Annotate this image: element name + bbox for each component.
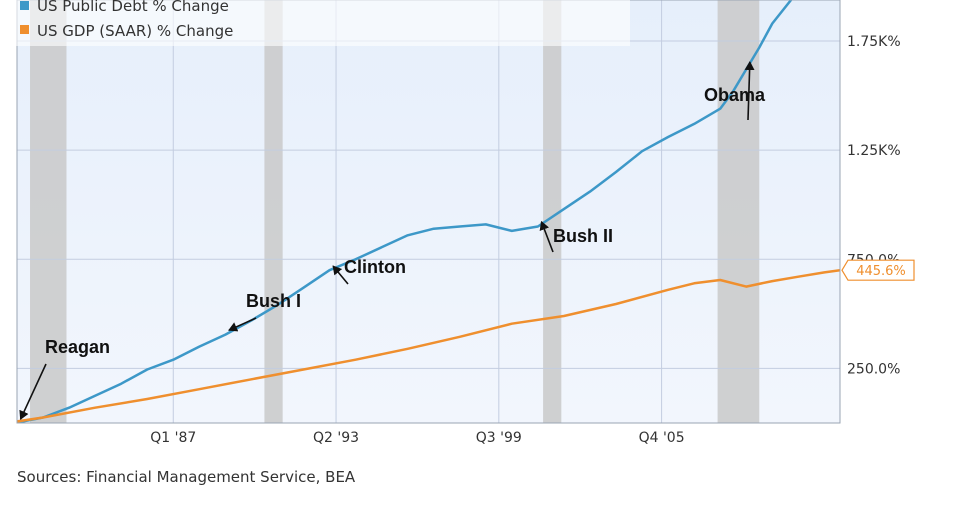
recession-band (717, 0, 760, 423)
plot-border (16, 0, 841, 424)
end-value-flag-gdp: 445.6% (841, 259, 915, 281)
annotation-bush-ii: Bush II (539, 220, 613, 253)
legend-swatch-debt (20, 1, 29, 10)
annotation-reagan: Reagan (19, 337, 110, 420)
x-tick-label: Q1 '87 (150, 430, 196, 446)
recession-band (264, 0, 283, 423)
series-line-gdp (17, 268, 840, 423)
series-line-debt (17, 0, 793, 423)
legend-background (8, 0, 630, 46)
plot-area (17, 0, 840, 423)
annotation-arrow (332, 265, 349, 285)
y-tick-label: 250.0% (847, 361, 900, 377)
legend-swatch-gdp (20, 25, 29, 34)
annotation-obama: Obama (704, 61, 766, 121)
annotation-arrow (228, 317, 257, 332)
annotation-arrow (744, 61, 755, 121)
flag-shape (841, 259, 915, 281)
legend-label-gdp: US GDP (SAAR) % Change (37, 22, 233, 40)
x-tick-label: Q2 '93 (313, 430, 359, 446)
annotation-arrow (539, 220, 554, 253)
annotation-arrow (19, 363, 47, 420)
annotation-label: Bush I (246, 291, 301, 311)
x-tick-label: Q4 '05 (639, 430, 685, 446)
legend-label-debt: US Public Debt % Change (37, 0, 229, 15)
x-tick-label: Q3 '99 (476, 430, 522, 446)
end-value-label: 445.6% (856, 264, 906, 279)
annotation-label: Reagan (45, 337, 110, 357)
annotation-label: Obama (704, 85, 766, 105)
legend: US Public Debt % Change US GDP (SAAR) % … (8, 0, 630, 46)
sources-note: Sources: Financial Management Service, B… (17, 468, 356, 486)
y-tick-label: 1.25K% (847, 143, 901, 159)
y-tick-label: 1.75K% (847, 34, 901, 50)
recession-band (30, 0, 67, 423)
annotation-label: Bush II (553, 226, 613, 246)
annotation-clinton: Clinton (332, 257, 406, 285)
annotation-label: Clinton (344, 257, 406, 277)
annotation-bush-i: Bush I (228, 291, 301, 332)
